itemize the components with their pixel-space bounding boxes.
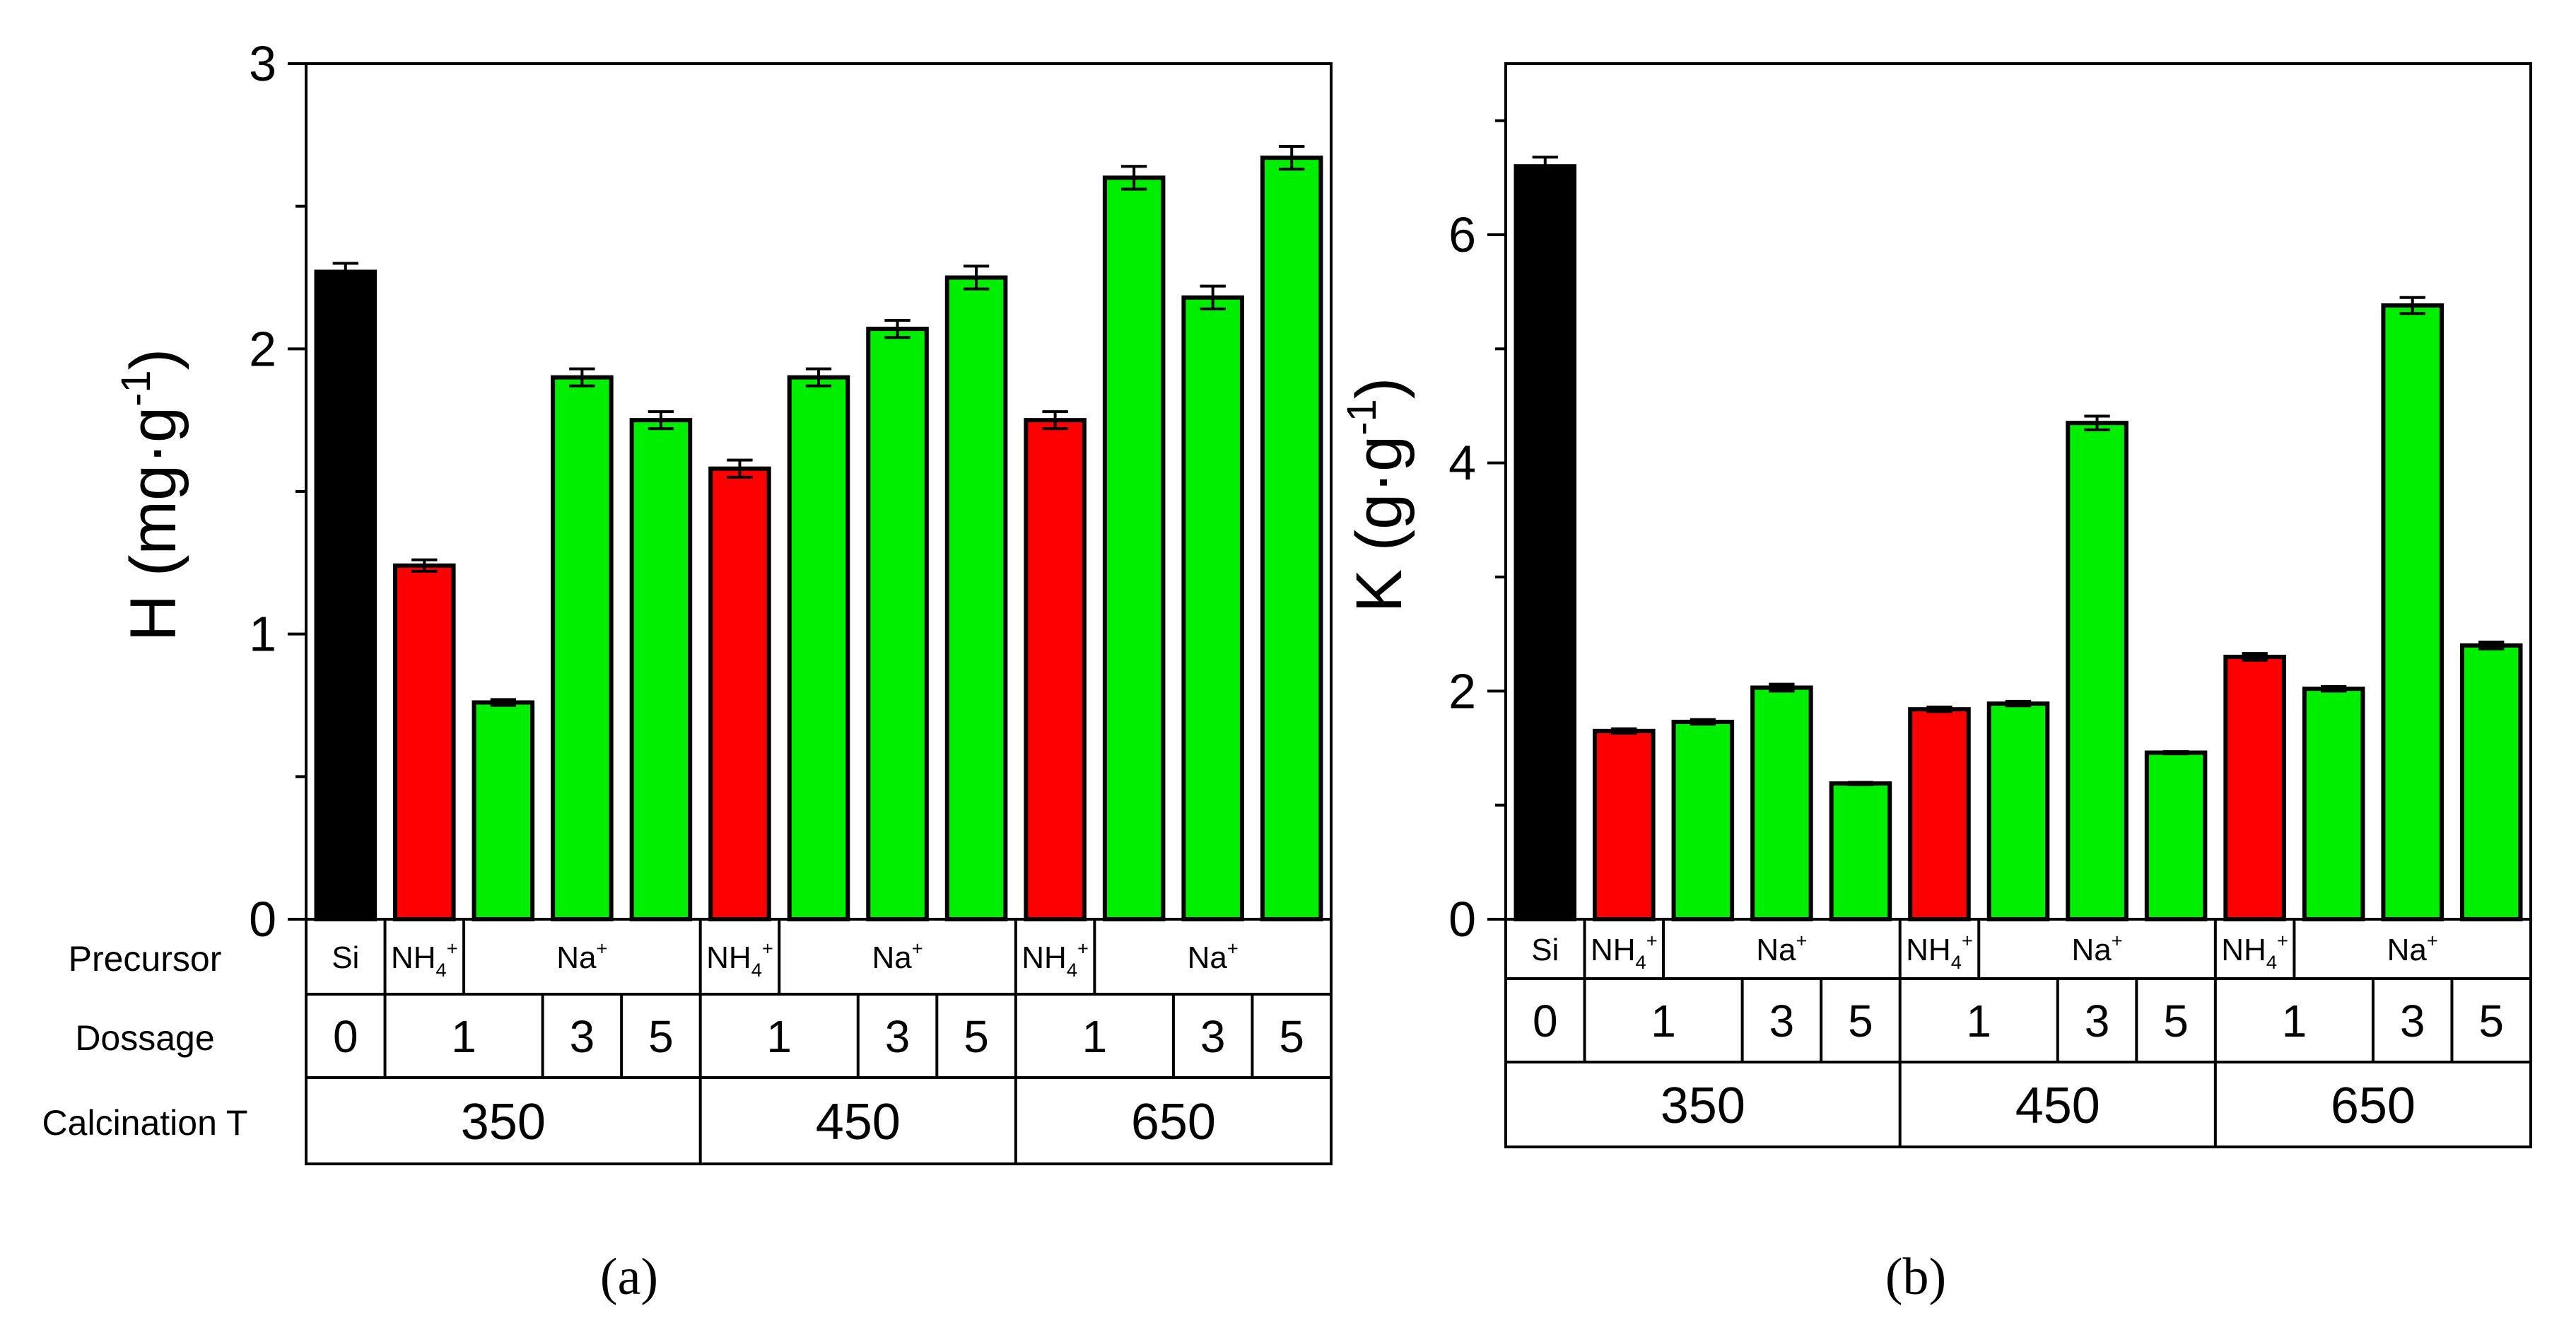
bar xyxy=(866,327,929,922)
bar xyxy=(551,375,614,921)
table-row-label: Dossage xyxy=(75,1018,214,1058)
y-tick-label: 2 xyxy=(1448,663,1476,718)
bar xyxy=(2223,654,2286,922)
table-cell-dosage: 3 xyxy=(2400,996,2425,1047)
table-row-label: Precursor xyxy=(69,939,222,979)
bar xyxy=(1750,685,1813,921)
table-cell-precursor: Si xyxy=(332,940,359,975)
table-cell-calcination: 350 xyxy=(461,1094,546,1150)
table-cell-precursor: Na+ xyxy=(1188,937,1239,974)
table-cell-dosage: 3 xyxy=(885,1011,911,1062)
bar xyxy=(1102,175,1166,921)
table-cell-precursor: NH4+ xyxy=(391,937,458,981)
table-cell-dosage: 3 xyxy=(570,1011,595,1062)
table-row-label: Calcination T xyxy=(42,1103,248,1143)
bar xyxy=(1181,295,1244,921)
bar xyxy=(1024,418,1087,921)
y-tick-label: 3 xyxy=(249,36,276,91)
panel-label: (a) xyxy=(600,1248,658,1306)
bar xyxy=(1671,719,1735,921)
y-tick-label: 0 xyxy=(1448,892,1476,947)
bar xyxy=(1986,701,2050,922)
category-table: Si NH4+ Na+ NH4+ Na+ NH4+ Na+ 0 1 3 5 1 3 5 1 3 5 350 450 6… xyxy=(1504,918,2532,1148)
table-cell-dosage: 3 xyxy=(1200,1011,1226,1062)
table-cell-dosage: 5 xyxy=(2163,996,2189,1047)
category-table: Si NH4+ Na+ NH4+ Na+ NH4+ Na+ 0 1 3 5 1 3 5 1 3 5 350 450 6… xyxy=(305,918,1333,1165)
y-tick-label: 0 xyxy=(249,892,276,947)
panel-label: (b) xyxy=(1885,1248,1946,1306)
bar xyxy=(2381,303,2444,921)
table-cell-dosage: 0 xyxy=(1533,996,1558,1047)
table-cell-precursor: Na+ xyxy=(1756,929,1807,967)
table-cell-dosage: 5 xyxy=(648,1011,674,1062)
table-cell-calcination: 450 xyxy=(2015,1078,2100,1134)
y-tick-label: 6 xyxy=(1448,207,1476,262)
table-cell-dosage: 5 xyxy=(1279,1011,1304,1062)
chart-panel-a: 0 1 2 3 H (mg·g-1) Si NH4+ Na+ NH4+ Na+ NH4+ Na+ 0 1 3… xyxy=(42,36,1333,1306)
bar xyxy=(708,466,771,921)
y-tick-label: 1 xyxy=(249,607,276,662)
bar xyxy=(944,275,1008,921)
table-cell-precursor: Si xyxy=(1531,933,1559,967)
table-cell-dosage: 1 xyxy=(1966,996,1991,1047)
table-cell-precursor: Na+ xyxy=(872,937,923,974)
table-cell-precursor: NH4+ xyxy=(706,937,773,981)
table-cell-dosage: 5 xyxy=(964,1011,989,1062)
table-frame xyxy=(1504,918,2532,1148)
table-cell-precursor: Na+ xyxy=(2071,929,2122,967)
bar xyxy=(1908,707,1971,921)
table-cell-calcination: 650 xyxy=(1131,1094,1216,1150)
table-cell-dosage: 1 xyxy=(766,1011,792,1062)
bar xyxy=(2144,750,2208,922)
table-cell-dosage: 5 xyxy=(2478,996,2504,1047)
bar xyxy=(1514,164,1577,922)
bar xyxy=(2302,687,2365,922)
table-cell-calcination: 650 xyxy=(2331,1078,2416,1134)
bar xyxy=(2066,421,2129,921)
bar xyxy=(1829,781,1892,921)
table-cell-dosage: 1 xyxy=(1651,996,1676,1047)
table-cell-precursor: NH4+ xyxy=(1591,929,1658,973)
bar xyxy=(787,375,850,921)
table-cell-calcination: 450 xyxy=(816,1094,901,1150)
y-axis-title: K (g·g-1) xyxy=(1339,378,1415,613)
table-cell-dosage: 0 xyxy=(333,1011,358,1062)
bar xyxy=(393,563,456,921)
table-cell-dosage: 1 xyxy=(2282,996,2307,1047)
table-cell-precursor: Na+ xyxy=(2387,929,2438,967)
table-cell-precursor: NH4+ xyxy=(1021,937,1089,981)
table-cell-precursor: NH4+ xyxy=(2221,929,2288,973)
bar xyxy=(1593,728,1656,922)
bar xyxy=(2459,643,2523,921)
y-tick-label: 2 xyxy=(249,321,276,376)
bar xyxy=(629,418,693,921)
table-cell-dosage: 3 xyxy=(2085,996,2110,1047)
table-cell-precursor: NH4+ xyxy=(1906,929,1973,973)
table-cell-dosage: 1 xyxy=(1082,1011,1108,1062)
bar xyxy=(1260,156,1323,922)
table-cell-precursor: Na+ xyxy=(556,937,607,974)
table-frame xyxy=(305,918,1333,1165)
bar xyxy=(314,269,377,921)
table-cell-dosage: 3 xyxy=(1769,996,1795,1047)
bar xyxy=(472,700,535,921)
table-cell-dosage: 1 xyxy=(451,1011,476,1062)
table-cell-dosage: 5 xyxy=(1848,996,1873,1047)
table-cell-calcination: 350 xyxy=(1661,1078,1745,1134)
y-tick-label: 4 xyxy=(1448,436,1476,491)
y-axis-title: H (mg·g-1) xyxy=(113,349,189,641)
